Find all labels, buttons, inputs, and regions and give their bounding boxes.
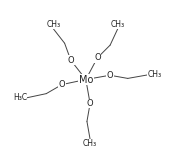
Text: O: O	[67, 56, 74, 65]
Text: Mo: Mo	[79, 75, 93, 84]
Text: H₃C: H₃C	[13, 93, 27, 102]
Text: O: O	[87, 99, 93, 108]
Text: CH₃: CH₃	[147, 70, 161, 80]
Text: CH₃: CH₃	[111, 20, 125, 29]
Text: CH₃: CH₃	[46, 20, 61, 29]
Text: O: O	[107, 71, 113, 80]
Text: O: O	[59, 80, 65, 89]
Text: O: O	[94, 53, 101, 62]
Text: CH₃: CH₃	[83, 139, 97, 148]
